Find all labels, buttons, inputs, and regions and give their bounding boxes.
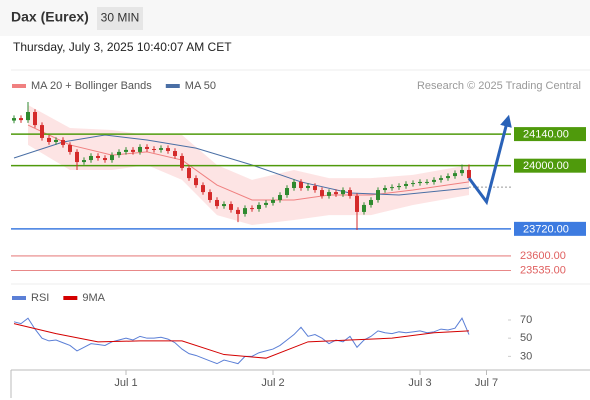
y-tick-label: 50 xyxy=(520,332,532,344)
candle-body xyxy=(166,148,170,152)
candle-body xyxy=(26,111,30,121)
candle-body xyxy=(201,185,205,193)
candle-body xyxy=(453,173,457,177)
candle-body xyxy=(229,204,233,210)
level-label: 23720.00 xyxy=(523,223,569,235)
instrument: Dax (Eurex) xyxy=(11,9,89,25)
projection-arrow xyxy=(467,114,512,206)
level-label-box xyxy=(514,221,586,236)
candle-body xyxy=(327,192,331,196)
level-label-box xyxy=(514,158,586,173)
candle-body xyxy=(47,137,51,142)
candle-body xyxy=(117,151,121,156)
candle-body xyxy=(222,204,226,207)
candle-body xyxy=(110,155,114,161)
candle-body xyxy=(355,195,359,212)
candle-body xyxy=(75,151,79,163)
candle-body xyxy=(376,190,380,200)
x-tick-label: Jul 2 xyxy=(261,377,284,389)
candle-body xyxy=(145,146,149,149)
candle-body xyxy=(187,167,191,179)
candle-body xyxy=(215,199,219,207)
candle-body xyxy=(460,169,464,174)
legend-label: 9MA xyxy=(82,292,105,304)
candle-body xyxy=(250,208,254,210)
candle-body xyxy=(138,146,142,152)
candle-body xyxy=(173,151,177,156)
level-label: 24140.00 xyxy=(523,129,569,141)
level-label-box xyxy=(514,127,586,142)
candle-body xyxy=(320,190,324,196)
x-tick-label: Jul 3 xyxy=(408,377,431,389)
rsi-line xyxy=(13,323,470,359)
interval[interactable]: 30 MIN xyxy=(101,11,140,25)
y-tick-label: 30 xyxy=(520,350,532,362)
candle-body xyxy=(152,148,156,150)
timestamp: Thursday, July 3, 2025 10:40:07 AM CET xyxy=(13,40,232,54)
candle-body xyxy=(411,183,415,185)
candle-body xyxy=(278,195,282,200)
credit: Research © 2025 Trading Central xyxy=(417,80,581,92)
candle-body xyxy=(369,199,373,205)
candle-body xyxy=(404,183,408,186)
candle-body xyxy=(82,160,86,163)
candle-body xyxy=(306,185,310,189)
candle-body xyxy=(96,155,100,159)
candle-body xyxy=(208,192,212,200)
candle-body xyxy=(390,187,394,189)
candle-body xyxy=(264,202,268,205)
candle-body xyxy=(33,111,37,126)
candle-body xyxy=(341,190,345,195)
candle-body xyxy=(425,181,429,183)
candle-body xyxy=(54,139,58,142)
candle-body xyxy=(40,125,44,138)
candle-body xyxy=(334,192,338,195)
legend-label: RSI xyxy=(31,292,49,304)
candle-body xyxy=(299,181,303,189)
candle-body xyxy=(159,148,163,150)
candle-body xyxy=(418,181,422,184)
candle-body xyxy=(285,188,289,196)
level-label: 23535.00 xyxy=(520,264,566,276)
candle-body xyxy=(180,155,184,168)
interval-button[interactable] xyxy=(97,7,143,30)
candle-body xyxy=(348,190,352,196)
candle-body xyxy=(124,149,128,152)
candle-body xyxy=(432,179,436,182)
candle-body xyxy=(243,208,247,214)
candle-body xyxy=(103,158,107,161)
candle-body xyxy=(257,204,261,209)
legend-label: MA 20 + Bollinger Bands xyxy=(31,80,152,92)
candle-body xyxy=(362,204,366,212)
candle-body xyxy=(68,144,72,152)
moving-average xyxy=(13,134,470,196)
candle-body xyxy=(446,176,450,179)
candle-body xyxy=(61,139,65,145)
candle-body xyxy=(313,185,317,191)
candle-body xyxy=(12,118,16,121)
candle-body xyxy=(194,178,198,186)
candle-body xyxy=(467,169,471,179)
candle-body xyxy=(292,181,296,189)
x-tick-label: Jul 7 xyxy=(475,377,498,389)
legend-label: MA 50 xyxy=(185,80,216,92)
candle-body xyxy=(131,149,135,152)
level-label: 24000.00 xyxy=(523,160,569,172)
candle-body xyxy=(383,188,387,191)
y-tick-label: 70 xyxy=(520,314,532,326)
candle-body xyxy=(19,118,23,121)
candle-body xyxy=(271,199,275,203)
x-tick-label: Jul 1 xyxy=(114,377,137,389)
candle-body xyxy=(89,155,93,161)
rsi-line xyxy=(13,317,470,365)
level-label: 23600.00 xyxy=(520,250,566,262)
candle-body xyxy=(236,209,240,214)
candle-body xyxy=(439,178,443,180)
candle-body xyxy=(397,185,401,188)
